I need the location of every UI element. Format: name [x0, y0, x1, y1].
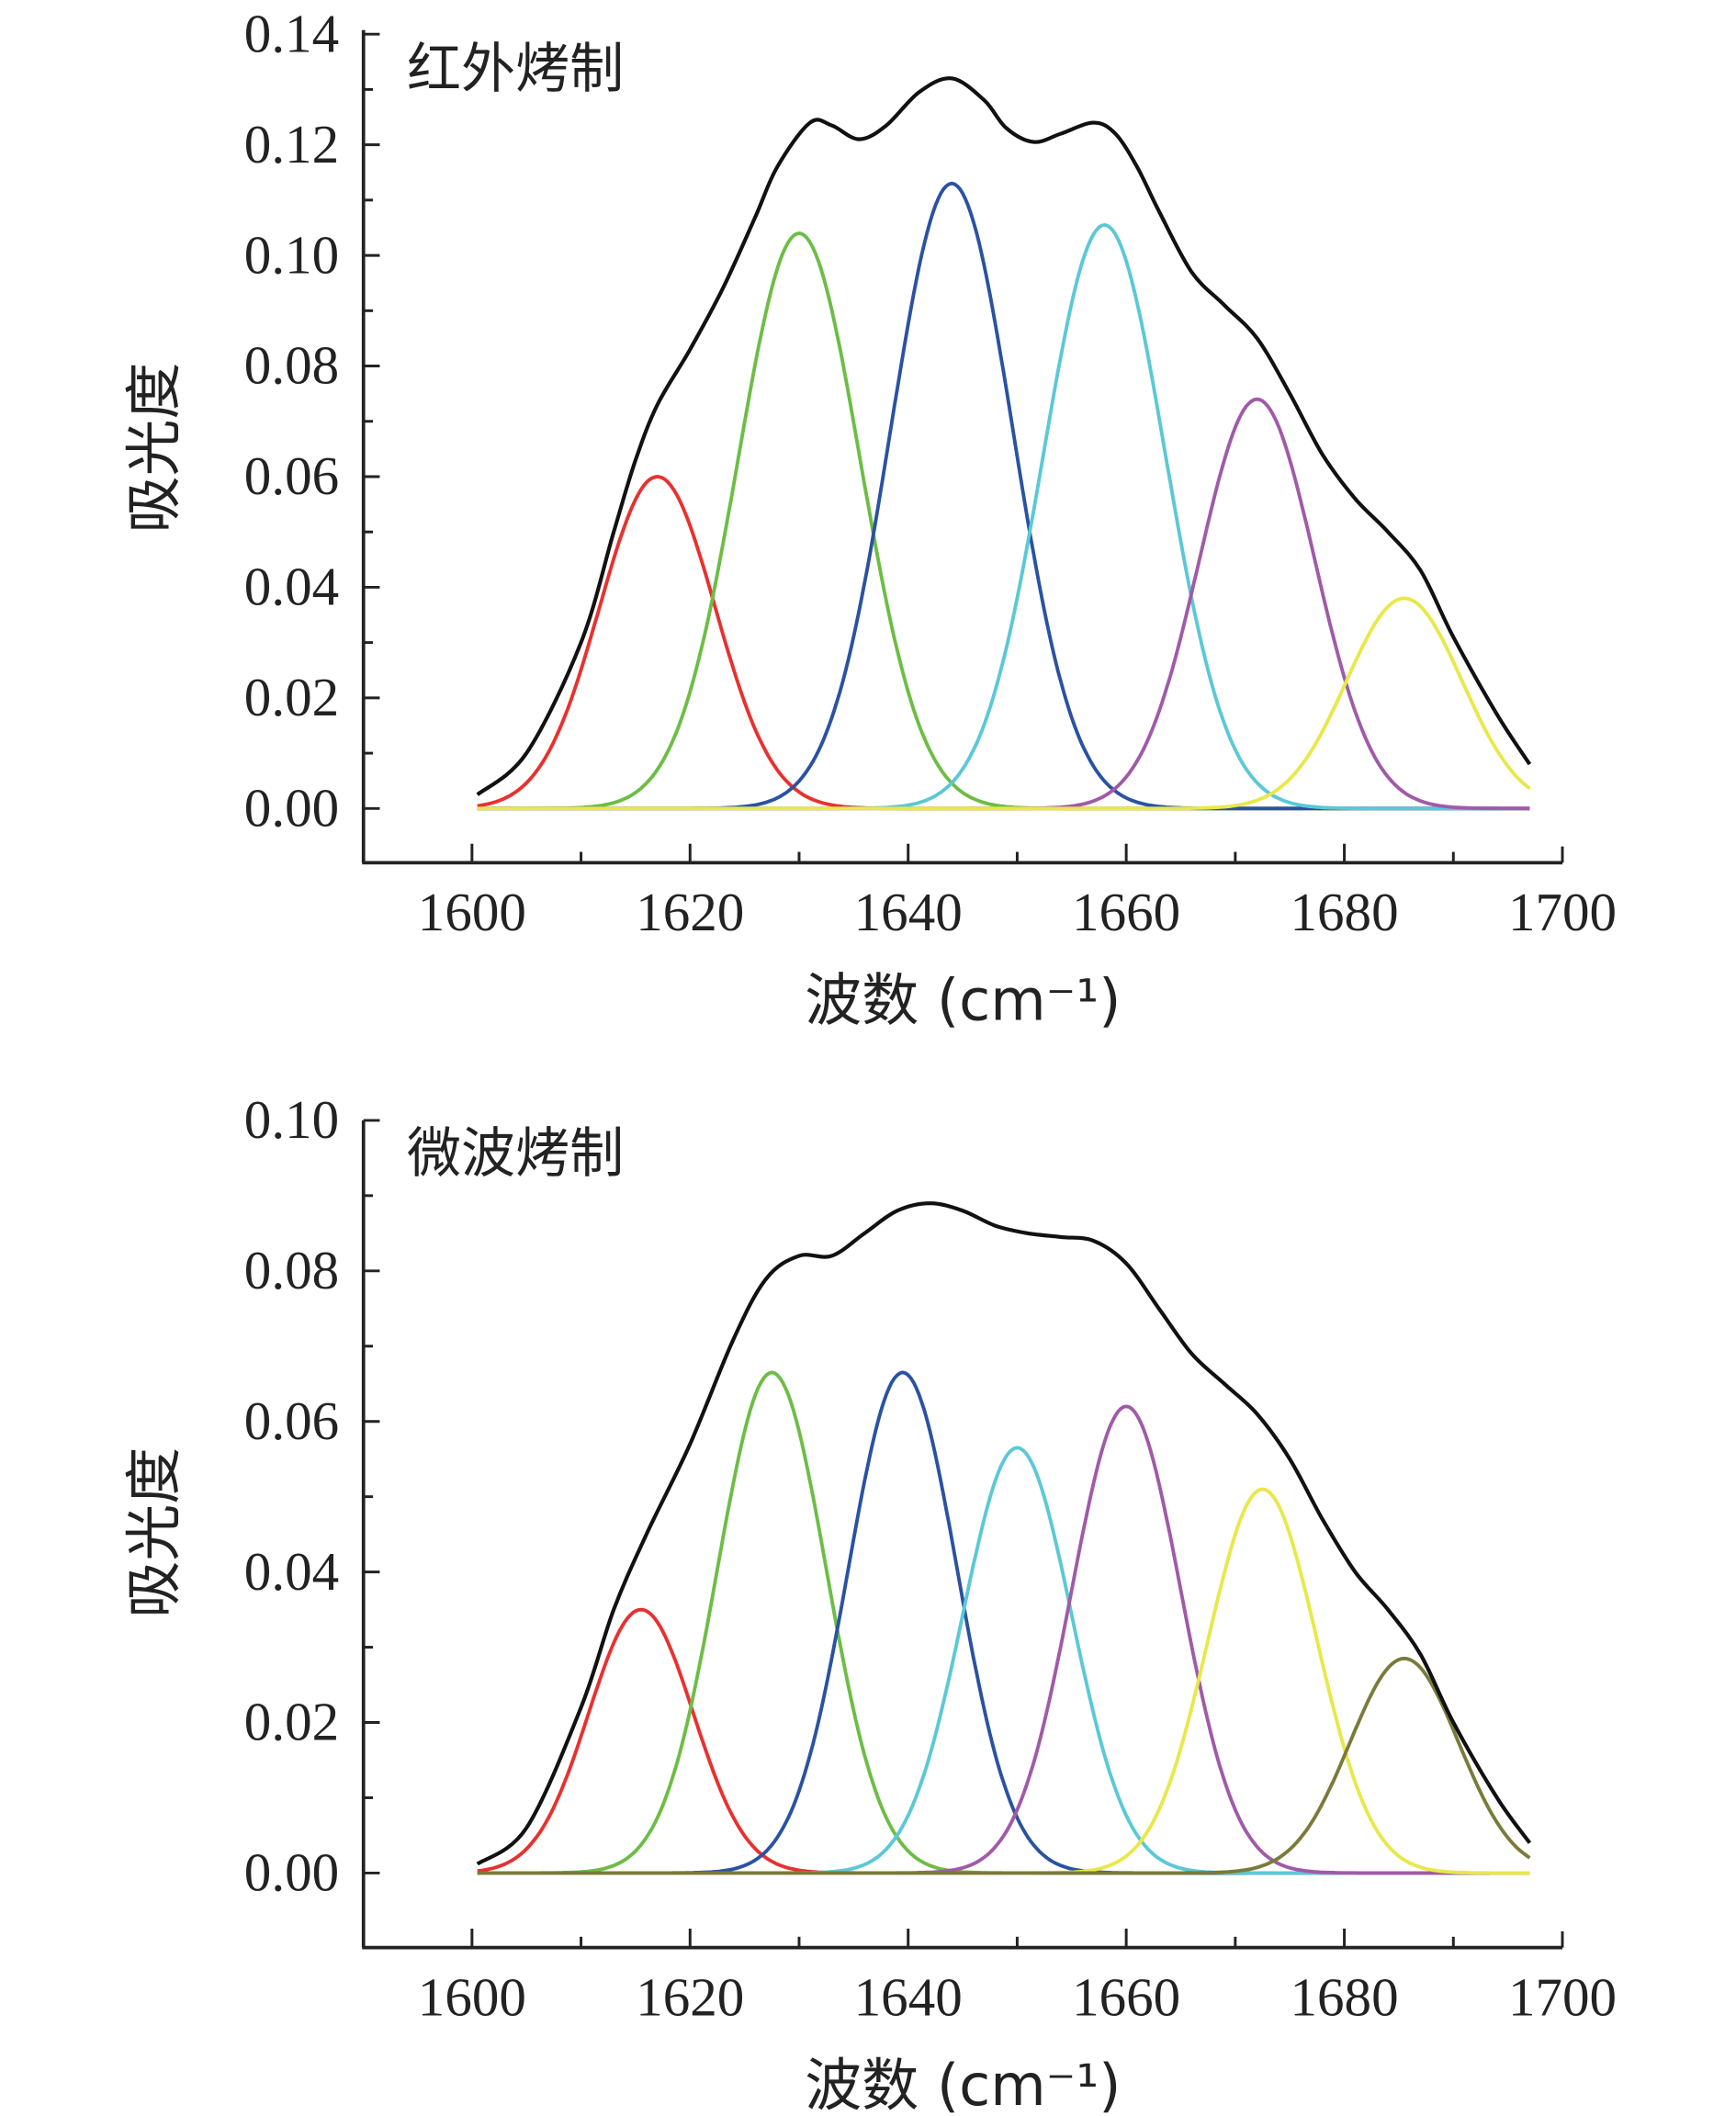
- x-tick-label: 1700: [1508, 1966, 1617, 2027]
- chart-title: 微波烤制: [407, 1121, 624, 1185]
- x-tick-label: 1640: [854, 1966, 963, 2027]
- y-tick-label: 0.02: [244, 1692, 339, 1752]
- x-tick-label: 1620: [636, 882, 744, 942]
- x-tick-label: 1700: [1508, 882, 1617, 942]
- x-tick-label: 1660: [1072, 882, 1180, 942]
- x-tick-label: 1600: [418, 882, 526, 942]
- y-tick-label: 0.12: [244, 114, 339, 174]
- x-tick-label: 1680: [1291, 1966, 1399, 2027]
- fitted-peak-6: [477, 1487, 1530, 1875]
- y-tick-label: 0.02: [244, 667, 339, 727]
- y-tick-label: 0.00: [244, 778, 339, 839]
- y-tick-label: 0.08: [244, 1240, 339, 1300]
- fitted-peak-1: [477, 475, 1530, 811]
- chart-microwave-roasting: 微波烤制 吸光度 波数 (cm⁻¹) 1600 1620 1640 1660 1680 1…: [120, 1089, 1617, 2116]
- fitted-peak-2: [477, 231, 1530, 811]
- envelope-spectrum-line: [476, 1201, 1532, 1866]
- fitted-peak-3: [477, 1370, 1530, 1875]
- y-tick-label: 0.14: [244, 3, 339, 63]
- y-tick-label: 0.10: [244, 1089, 339, 1150]
- y-axis-label: 吸光度: [120, 1447, 187, 1618]
- x-tick-label: 1620: [636, 1966, 744, 2027]
- y-tick-label: 0.00: [244, 1842, 339, 1903]
- x-tick-label: 1680: [1291, 882, 1399, 942]
- x-tick-label: 1600: [418, 1966, 526, 2027]
- x-tick-label: 1640: [854, 882, 963, 942]
- y-tick-label: 0.06: [244, 1390, 339, 1451]
- fitted-peak-6: [477, 596, 1531, 811]
- x-axis-label: 波数 (cm⁻¹): [805, 2052, 1121, 2116]
- fitted-peak-4: [477, 1446, 1530, 1875]
- chart-title: 红外烤制: [407, 37, 624, 100]
- y-axis-label: 吸光度: [120, 363, 187, 534]
- fitted-peak-3: [477, 181, 1530, 811]
- x-axis-label: 波数 (cm⁻¹): [805, 967, 1121, 1034]
- y-tick-label: 0.08: [244, 335, 339, 396]
- y-tick-label: 0.04: [244, 557, 339, 617]
- fitted-peak-7: [477, 1656, 1531, 1875]
- x-tick-label: 1660: [1072, 1966, 1180, 2027]
- y-tick-label: 0.10: [244, 224, 339, 285]
- fitted-peak-2: [477, 1370, 1530, 1875]
- envelope-spectrum-line: [476, 76, 1532, 796]
- fitted-peak-5: [477, 1404, 1530, 1875]
- chart-infrared-roasting: 红外烤制 吸光度 波数 (cm⁻¹) 1600 1620 1640 1660 1680 1…: [120, 3, 1617, 1033]
- y-tick-label: 0.06: [244, 445, 339, 506]
- y-tick-label: 0.04: [244, 1541, 339, 1602]
